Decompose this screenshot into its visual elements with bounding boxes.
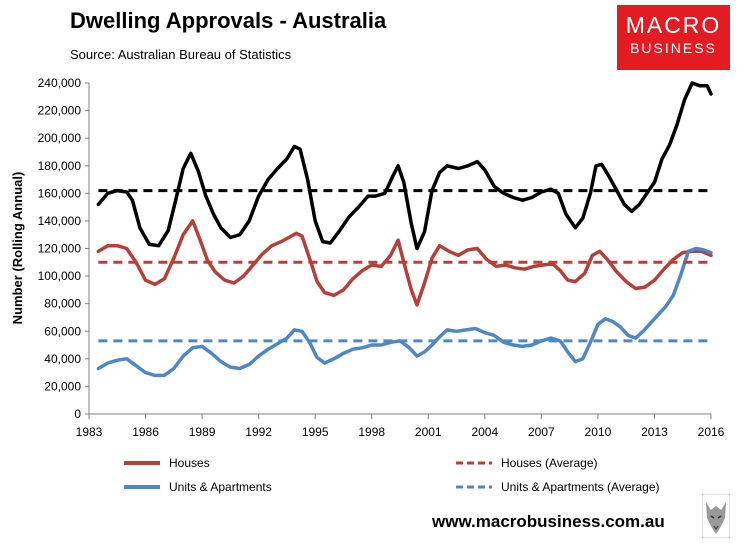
y-tick-label: 200,000 — [38, 131, 82, 145]
legend-item: Houses (Average) — [455, 455, 598, 470]
y-tick-label: 120,000 — [38, 242, 82, 256]
x-tick-label: 1995 — [302, 425, 329, 439]
x-tick-label: 2007 — [528, 425, 555, 439]
legend-item: Houses — [123, 455, 210, 470]
chart-subtitle: Source: Australian Bureau of Statistics — [70, 47, 292, 62]
y-tick-label: 40,000 — [44, 352, 81, 366]
x-tick-label: 2001 — [415, 425, 442, 439]
x-tick-label: 2004 — [471, 425, 498, 439]
y-tick-label: 180,000 — [38, 159, 82, 173]
x-tick-label: 1989 — [189, 425, 216, 439]
series-line-total — [96, 81, 713, 251]
y-tick-label: 60,000 — [44, 324, 81, 338]
logo-line1: MACRO — [625, 12, 722, 38]
logo-line2: BUSINESS — [630, 40, 717, 56]
legend-swatch — [124, 484, 160, 489]
legend-item: Units & Apartments (Average) — [455, 479, 660, 494]
legend-swatch — [456, 461, 492, 465]
website-url[interactable]: www.macrobusiness.com.au — [432, 512, 665, 531]
wolf-logo-icon — [702, 494, 730, 538]
y-axis-label: Number (Rolling Annual) — [10, 172, 25, 325]
x-tick-label: 2010 — [585, 425, 612, 439]
y-tick-label: 220,000 — [38, 104, 82, 118]
legend-swatch — [124, 460, 160, 465]
x-tick-label: 1986 — [132, 425, 159, 439]
legend-swatch — [456, 485, 492, 489]
y-tick-label: 0 — [74, 407, 81, 421]
y-tick-label: 240,000 — [38, 76, 82, 90]
chart-title: Dwelling Approvals - Australia — [70, 8, 387, 33]
legend-label: Units & Apartments (Average) — [501, 479, 660, 494]
y-tick-label: 80,000 — [44, 297, 81, 311]
legend-label: Units & Apartments — [169, 479, 272, 494]
y-tick-label: 160,000 — [38, 186, 82, 200]
series-line-units-apartments — [96, 246, 713, 378]
legend-item: Units & Apartments — [123, 479, 272, 494]
y-tick-label: 20,000 — [44, 379, 81, 393]
y-tick-label: 140,000 — [38, 214, 82, 228]
x-tick-label: 1998 — [358, 425, 385, 439]
y-tick-label: 100,000 — [38, 269, 82, 283]
x-tick-label: 1992 — [245, 425, 272, 439]
x-tick-label: 1983 — [76, 425, 103, 439]
x-tick-label: 2013 — [641, 425, 668, 439]
legend-label: Houses — [169, 455, 210, 470]
macrobusiness-logo[interactable]: MACRO BUSINESS — [617, 5, 730, 70]
x-tick-label: 2016 — [698, 425, 725, 439]
legend-label: Houses (Average) — [501, 455, 598, 470]
